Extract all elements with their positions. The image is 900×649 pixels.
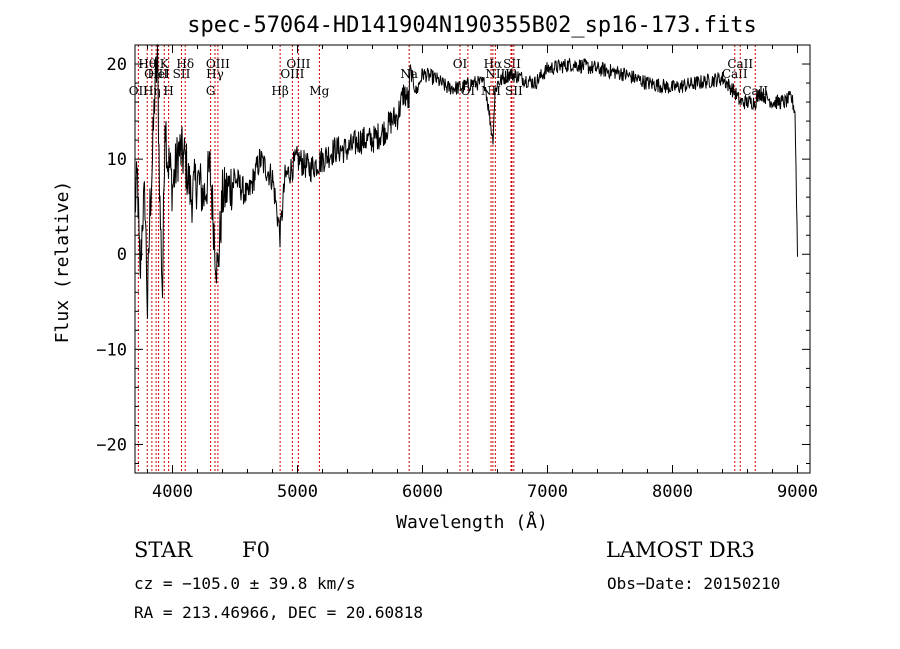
spectral-line-label: SII [505, 84, 523, 98]
spectral-line-label: Hδ [176, 57, 194, 71]
chart-title: spec-57064-HD141904N190355B02_sp16-173.f… [187, 13, 757, 38]
spectral-line-label: HeI [147, 67, 170, 81]
spectral-line-label: OII [129, 84, 149, 98]
y-tick-label: 0 [117, 245, 127, 265]
spectral-line-label: Hγ [206, 67, 224, 81]
spectral-line-label: SII [503, 57, 521, 71]
spectral-line-label: Hα [484, 57, 503, 71]
spectral-line-label: SII [173, 67, 191, 81]
obs-date: Obs−Date: 20150210 [607, 574, 781, 593]
spectrum-series-line [134, 44, 798, 319]
spectral-line-label: G [206, 84, 216, 98]
spectral-line-label: OIII [286, 57, 310, 71]
y-tick-label: 20 [107, 55, 127, 75]
x-tick-label: 4000 [152, 482, 193, 502]
x-axis-label: Wavelength (Å) [396, 511, 548, 533]
spectral-line-label: Mg [309, 84, 329, 98]
spectral-line-label: K [160, 57, 170, 71]
spectral-line-label: OI [453, 57, 468, 71]
plot-area: OIIHθOIIIKHηHeIHSIIHδGHγOIIIHβOIIIOIIIMg… [96, 44, 818, 502]
spectral-line-label: CaII [742, 84, 768, 98]
spectral-line-label: CaII [722, 67, 748, 81]
spectral-line-label: Hβ [271, 84, 288, 98]
survey-name: LAMOST DR3 [606, 538, 755, 562]
spectral-line-label: CaII [727, 57, 753, 71]
x-tick-label: 8000 [652, 482, 693, 502]
x-tick-label: 7000 [527, 482, 568, 502]
x-tick-label: 9000 [777, 482, 818, 502]
object-class: STAR [134, 538, 193, 562]
y-tick-label: 10 [107, 150, 127, 170]
x-tick-label: 6000 [402, 482, 443, 502]
ra-dec-coordinates: RA = 213.46966, DEC = 20.60818 [134, 603, 423, 622]
x-tick-label: 5000 [277, 482, 318, 502]
y-axis-label: Flux (relative) [52, 181, 73, 344]
object-subclass: F0 [242, 538, 270, 562]
y-tick-label: −20 [96, 435, 127, 455]
spectral-line-label: Hθ [138, 57, 156, 71]
spectral-line-label: H [163, 84, 173, 98]
y-tick-label: −10 [96, 340, 127, 360]
redshift-cz: cz = −105.0 ± 39.8 km/s [134, 574, 356, 593]
spectral-line-label: OIII [206, 57, 230, 71]
spectral-line-label: Hη [143, 84, 161, 98]
plot-frame [134, 44, 811, 474]
